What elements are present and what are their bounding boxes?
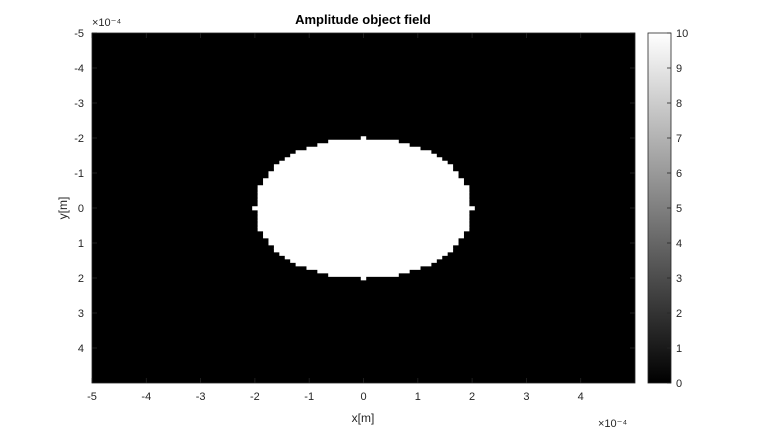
x-tick-label: -4 xyxy=(141,391,151,403)
y-tick-label: 2 xyxy=(78,273,84,285)
field-pixel-row xyxy=(328,272,399,277)
field-pixel-row xyxy=(273,167,454,172)
field-pixel-row xyxy=(257,188,470,193)
field-pixel-row xyxy=(290,153,437,158)
colorbar-tick-label: 2 xyxy=(676,308,682,320)
field-pixel-row xyxy=(268,174,459,179)
field-pixel-row xyxy=(284,157,443,162)
field-pixel-row xyxy=(257,227,470,232)
field-pixel-row xyxy=(317,143,410,148)
y-axis-label: y[m] xyxy=(56,197,70,220)
field-pixel-row xyxy=(273,244,454,249)
y-tick-label: -4 xyxy=(74,63,84,75)
y-tick-label: 3 xyxy=(78,308,84,320)
field-pixel-row xyxy=(328,139,399,144)
x-tick-label: 1 xyxy=(415,391,421,403)
field-pixel-row xyxy=(257,223,470,228)
field-pixel-row xyxy=(306,146,421,151)
field-pixel-row xyxy=(295,262,432,267)
field-pixel-row xyxy=(257,202,470,207)
field-pixel-row xyxy=(263,234,464,239)
y-tick-label: -5 xyxy=(74,28,84,40)
field-pixel-row xyxy=(268,171,459,176)
x-tick-label: -5 xyxy=(87,391,97,403)
colorbar-tick-label: 8 xyxy=(676,98,682,110)
colorbar-tick-label: 3 xyxy=(676,273,682,285)
y-tick-label: 1 xyxy=(78,238,84,250)
y-tick-label: -1 xyxy=(74,168,84,180)
x-tick-label: -2 xyxy=(250,391,260,403)
y-tick-label: -2 xyxy=(74,133,84,145)
y-tick-label: -3 xyxy=(74,98,84,110)
colorbar: 0 1 2 3 4 5 6 7 8 9 10 xyxy=(647,28,688,390)
field-pixel-row xyxy=(257,213,470,218)
field-pixel-row xyxy=(263,178,464,183)
field-pixel-row xyxy=(257,192,470,197)
colorbar-tick-label: 1 xyxy=(676,343,682,355)
amplitude-field xyxy=(252,136,475,281)
colorbar-tick-label: 10 xyxy=(676,28,688,40)
field-pixel-row xyxy=(257,216,470,221)
x-tick-label: 2 xyxy=(469,391,475,403)
field-pixel-row xyxy=(268,237,459,242)
field-pixel-row xyxy=(268,241,459,246)
field-pixel-row xyxy=(257,185,470,190)
field-pixel-row xyxy=(257,220,470,225)
field-pixel-row xyxy=(263,181,464,186)
x-tick-label: 3 xyxy=(523,391,529,403)
colorbar-ticks: 0 1 2 3 4 5 6 7 8 9 10 xyxy=(667,28,688,390)
colorbar-tick-label: 0 xyxy=(676,378,682,390)
field-pixel-row xyxy=(360,276,367,281)
colorbar-tick-label: 5 xyxy=(676,203,682,215)
colorbar-tick-label: 7 xyxy=(676,133,682,145)
x-axis-label: x[m] xyxy=(352,411,375,425)
colorbar-tick-label: 6 xyxy=(676,168,682,180)
field-pixel-row xyxy=(273,164,454,169)
y-axis-ticks: -5 -4 -3 -2 -1 0 1 2 3 4 xyxy=(74,28,635,355)
y-tick-label: 0 xyxy=(78,203,84,215)
plot-axes: -5 -4 -3 -2 -1 0 1 2 3 4 -5 -4 -3 -2 -1 0 1 2 3 4 xyxy=(74,28,636,403)
x-axis-exponent: ×10⁻⁴ xyxy=(598,418,627,430)
field-pixel-row xyxy=(360,136,367,141)
field-pixel-row xyxy=(257,209,470,214)
y-axis-exponent: ×10⁻⁴ xyxy=(92,17,121,29)
field-pixel-row xyxy=(279,251,448,256)
field-pixel-row xyxy=(317,269,410,274)
field-pixel-row xyxy=(279,160,448,165)
x-tick-label: -1 xyxy=(304,391,314,403)
field-pixel-row xyxy=(263,230,464,235)
y-tick-label: 4 xyxy=(78,343,84,355)
field-pixel-row xyxy=(290,258,437,263)
x-tick-label: 4 xyxy=(578,391,584,403)
field-pixel-row xyxy=(295,150,432,155)
field-pixel-row xyxy=(306,265,421,270)
x-tick-label: -3 xyxy=(196,391,206,403)
field-pixel-row xyxy=(284,255,443,260)
field-pixel-row xyxy=(273,248,454,253)
colorbar-tick-label: 4 xyxy=(676,238,682,250)
field-pixel-row xyxy=(257,195,470,200)
chart-title: Amplitude object field xyxy=(295,12,431,27)
x-tick-label: 0 xyxy=(360,391,366,403)
x-axis-ticks: -5 -4 -3 -2 -1 0 1 2 3 4 xyxy=(87,33,584,403)
field-pixel-row xyxy=(257,199,470,204)
field-pixel-row xyxy=(252,206,475,211)
colorbar-tick-label: 9 xyxy=(676,63,682,75)
